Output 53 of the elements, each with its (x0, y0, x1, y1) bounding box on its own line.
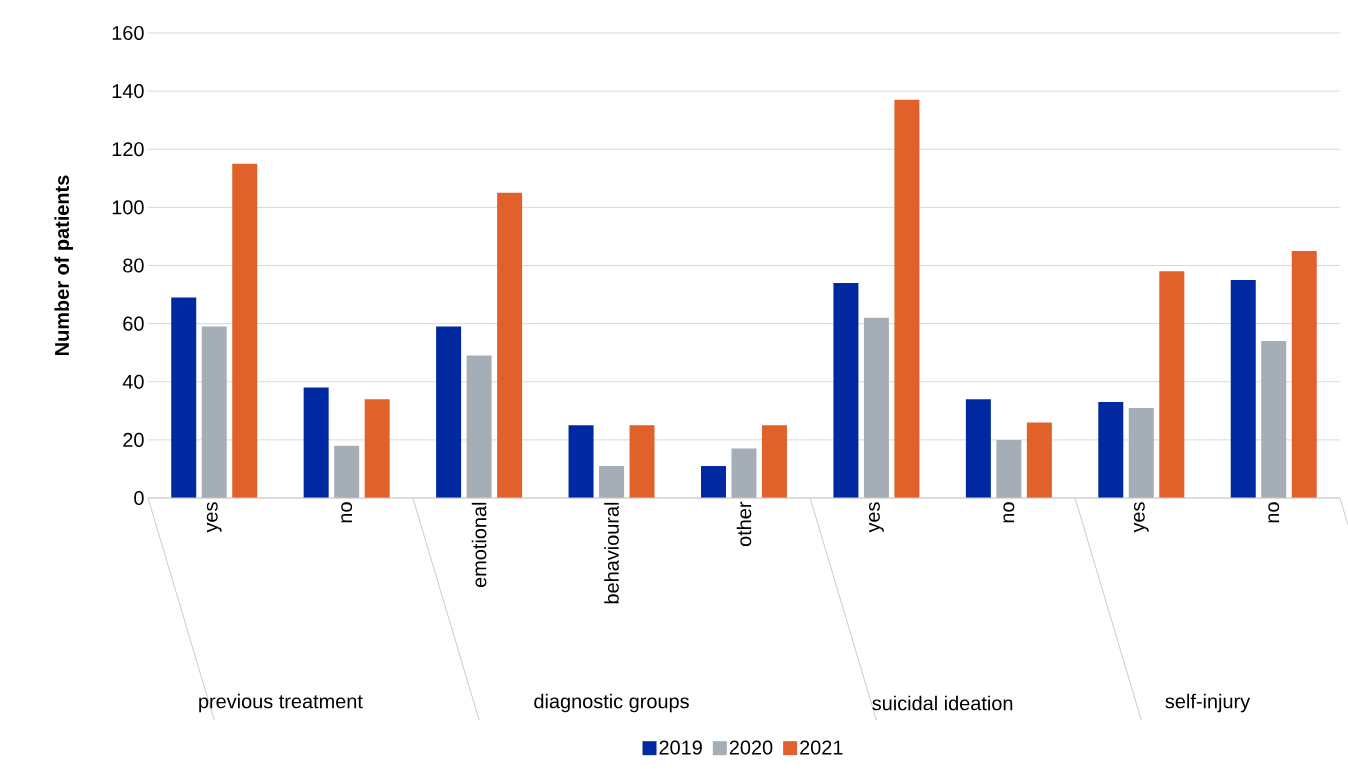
bar (1026, 422, 1052, 498)
y-tick-label: 60 (123, 316, 144, 331)
bar (863, 317, 889, 498)
x-tick-label: emotional (471, 502, 487, 588)
bar (466, 355, 492, 498)
y-tick-label: 160 (112, 25, 144, 41)
y-tick-label: 120 (112, 142, 144, 157)
x-tick-label: other (736, 501, 752, 547)
y-tick-label: 0 (134, 490, 144, 506)
bar (1261, 341, 1287, 498)
bar (599, 466, 625, 498)
x-tick-label: yes (206, 502, 222, 533)
bar (568, 425, 594, 498)
bar (1098, 402, 1124, 498)
bar (497, 192, 523, 498)
bar (629, 425, 655, 498)
legend-label: 2021 (800, 740, 843, 755)
bar (965, 399, 991, 498)
text: suicidal ideation (872, 695, 1013, 711)
bar (364, 399, 390, 498)
bar (436, 326, 462, 498)
y-tick-label: 100 (112, 200, 144, 215)
bar (334, 445, 360, 498)
y-tick-label: 80 (123, 258, 144, 273)
x-tick-label: behavioural (604, 502, 619, 604)
text: previous treatment (199, 693, 363, 713)
bar (996, 439, 1022, 498)
bar (700, 466, 726, 498)
bar (171, 297, 197, 498)
bar (1159, 271, 1185, 498)
y-tick-label: 40 (122, 374, 144, 389)
bar (833, 282, 859, 498)
text: self-injury (1165, 693, 1251, 713)
bar (201, 326, 227, 498)
bar (761, 425, 787, 498)
x-tick-label: yes (868, 502, 884, 533)
bar (232, 163, 258, 498)
text: diagnostic groups (534, 693, 689, 713)
y-axis-title: Number of patients (54, 175, 73, 355)
bar (1291, 250, 1317, 498)
bar (894, 99, 920, 498)
bar (1230, 280, 1256, 498)
x-tick-label: no (1268, 502, 1280, 523)
x-tick-label: no (1003, 502, 1015, 523)
legend-label: 2019 (659, 740, 702, 755)
legend-label: 2020 (729, 740, 773, 755)
bar (1128, 407, 1154, 498)
y-tick-label: 20 (123, 432, 144, 447)
bar (731, 448, 757, 498)
y-tick-label: 140 (112, 84, 144, 99)
x-tick-label: yes (1133, 502, 1149, 533)
x-tick-label: no (341, 502, 353, 523)
bar (303, 387, 329, 498)
